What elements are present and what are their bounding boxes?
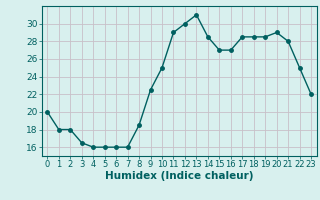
X-axis label: Humidex (Indice chaleur): Humidex (Indice chaleur) [105, 171, 253, 181]
